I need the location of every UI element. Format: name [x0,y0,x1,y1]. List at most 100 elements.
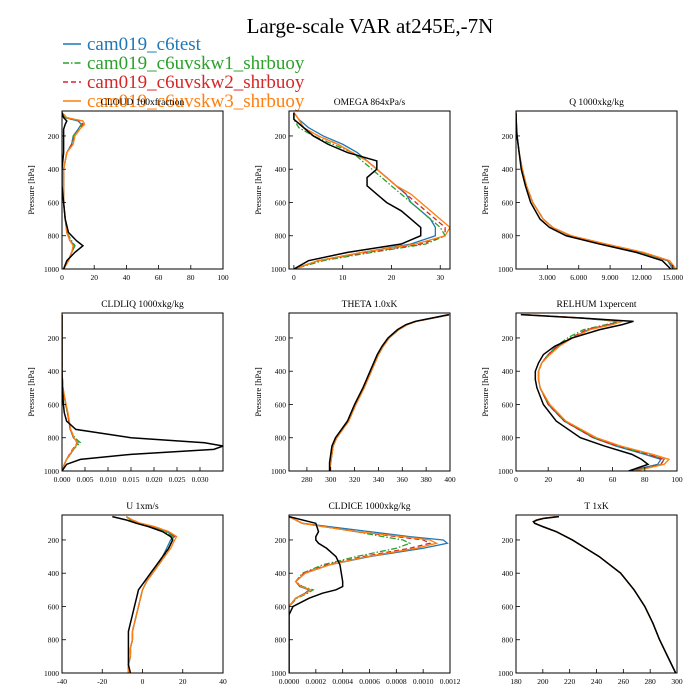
x-tick-label: 0.005 [77,475,94,484]
y-tick-label: 400 [48,165,60,174]
x-tick-label: 380 [421,475,433,484]
y-tick-label: 800 [502,232,514,241]
plot-frame [515,312,678,472]
series-line [516,112,674,269]
x-tick-label: 40 [219,677,227,686]
series-line [524,314,666,471]
y-tick-label: 600 [275,602,287,611]
y-tick-label: 200 [48,536,60,545]
x-tick-label: 12.000 [631,273,652,282]
panel-title: OMEGA 864xPa/s [334,98,406,108]
series-line [289,516,432,673]
series-line [125,516,174,673]
y-tick-label: 200 [502,334,514,343]
x-tick-label: 20 [388,273,396,282]
x-tick-label: 0.0002 [306,677,327,686]
x-tick-label: 40 [123,273,131,282]
y-tick-label: 1000 [498,669,513,678]
y-tick-label: 800 [48,636,60,645]
x-tick-label: 320 [349,475,361,484]
series-line [293,112,437,269]
y-tick-label: 400 [48,367,60,376]
series-line [524,314,662,471]
series-line [293,112,422,269]
y-tick-label: 600 [502,400,514,409]
plot-frame [61,514,224,674]
y-tick-label: 600 [48,400,60,409]
series-line [126,516,176,673]
x-tick-label: 360 [397,475,409,484]
series-line [532,515,677,673]
y-tick-label: 200 [275,132,287,141]
y-tick-label: 400 [48,569,60,578]
series-line [289,515,344,673]
y-tick-label: 200 [48,132,60,141]
x-tick-label: 0.0006 [359,677,380,686]
plot-frame [61,110,224,270]
y-axis-label: Pressure [hPa] [253,367,263,417]
x-tick-label: 20 [544,475,552,484]
x-tick-label: 0 [514,475,518,484]
panel-title: CLOUD 100xfraction [101,97,185,108]
x-tick-label: 0.0008 [386,677,407,686]
x-tick-label: 0.0012 [440,677,461,686]
chart-panel: Q 1000xkg/kg 200 400 600 800 1000 3.000 6.000 9.… [480,98,683,282]
plot-frame [288,110,451,270]
series-line [532,516,677,673]
series-line [532,516,677,673]
y-tick-label: 400 [502,165,514,174]
panel-title: CLDICE 1000xkg/kg [328,502,410,512]
y-tick-label: 600 [275,400,287,409]
y-tick-label: 200 [48,334,60,343]
panel-title: U 1xm/s [126,502,159,512]
series-line [62,314,223,471]
x-tick-label: 0.020 [146,475,163,484]
x-tick-label: 340 [373,475,385,484]
plot-frame [61,312,224,472]
y-tick-label: 1000 [271,467,286,476]
plot-frame [515,514,678,674]
chart-panel: U 1xm/s 200 400 600 800 1000-40 -20 0 20 40 [44,502,227,686]
y-tick-label: 400 [502,367,514,376]
panel-title: RELHUM 1xpercent [557,300,637,310]
x-tick-label: 0.025 [169,475,186,484]
y-axis-label: Pressure [hPa] [253,165,263,215]
x-tick-label: 10 [339,273,347,282]
y-tick-label: 1000 [44,265,59,274]
series-line [532,516,677,673]
x-tick-label: 0.030 [192,475,209,484]
x-tick-label: -20 [97,677,107,686]
series-line [532,516,677,673]
y-tick-label: 800 [275,636,287,645]
y-tick-label: 400 [502,569,514,578]
y-tick-label: 200 [275,334,287,343]
y-tick-label: 200 [275,536,287,545]
x-tick-label: 260 [618,677,630,686]
x-tick-label: 0 [60,273,64,282]
series-line [112,515,174,673]
panel-title: Q 1000xkg/kg [569,98,624,108]
y-axis-label: Pressure [hPa] [480,367,490,417]
panel-title: CLDLIQ 1000xkg/kg [101,300,184,310]
x-tick-label: 100 [671,475,683,484]
x-tick-label: 0 [292,273,296,282]
x-tick-label: 280 [301,475,313,484]
series-line [520,313,650,471]
x-tick-label: 20 [90,273,98,282]
x-tick-label: 0.015 [123,475,140,484]
x-tick-label: 280 [645,677,657,686]
y-tick-label: 400 [275,367,287,376]
y-tick-label: 800 [502,636,514,645]
plot-frame [288,312,451,472]
series-line [516,112,676,269]
x-tick-label: 9.000 [602,273,619,282]
series-line [289,516,439,673]
y-tick-label: 800 [275,434,287,443]
y-tick-label: 400 [275,569,287,578]
y-tick-label: 600 [502,602,514,611]
legend: cam019_c6testcam019_c6uvskw1_shrbuoycam0… [63,34,305,112]
x-tick-label: 300 [671,677,683,686]
